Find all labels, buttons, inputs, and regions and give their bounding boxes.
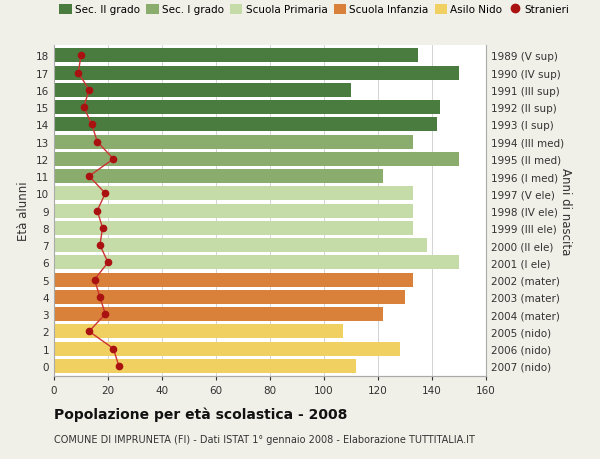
- Text: COMUNE DI IMPRUNETA (FI) - Dati ISTAT 1° gennaio 2008 - Elaborazione TUTTITALIA.: COMUNE DI IMPRUNETA (FI) - Dati ISTAT 1°…: [54, 434, 475, 444]
- Bar: [54, 221, 413, 235]
- Bar: [54, 101, 440, 115]
- Bar: [54, 342, 400, 356]
- Bar: [54, 152, 459, 167]
- Y-axis label: Età alunni: Età alunni: [17, 181, 31, 241]
- Bar: [54, 204, 413, 218]
- Bar: [54, 325, 343, 339]
- Bar: [54, 273, 413, 287]
- Bar: [54, 67, 459, 80]
- Bar: [54, 290, 405, 304]
- Bar: [54, 239, 427, 252]
- Bar: [54, 187, 413, 201]
- Y-axis label: Anni di nascita: Anni di nascita: [559, 168, 572, 255]
- Bar: [54, 256, 459, 270]
- Legend: Sec. II grado, Sec. I grado, Scuola Primaria, Scuola Infanzia, Asilo Nido, Stran: Sec. II grado, Sec. I grado, Scuola Prim…: [59, 5, 569, 16]
- Bar: [54, 118, 437, 132]
- Bar: [54, 359, 356, 373]
- Bar: [54, 84, 351, 98]
- Text: Popolazione per età scolastica - 2008: Popolazione per età scolastica - 2008: [54, 406, 347, 421]
- Bar: [54, 170, 383, 184]
- Bar: [54, 135, 413, 149]
- Bar: [54, 49, 418, 63]
- Bar: [54, 308, 383, 321]
